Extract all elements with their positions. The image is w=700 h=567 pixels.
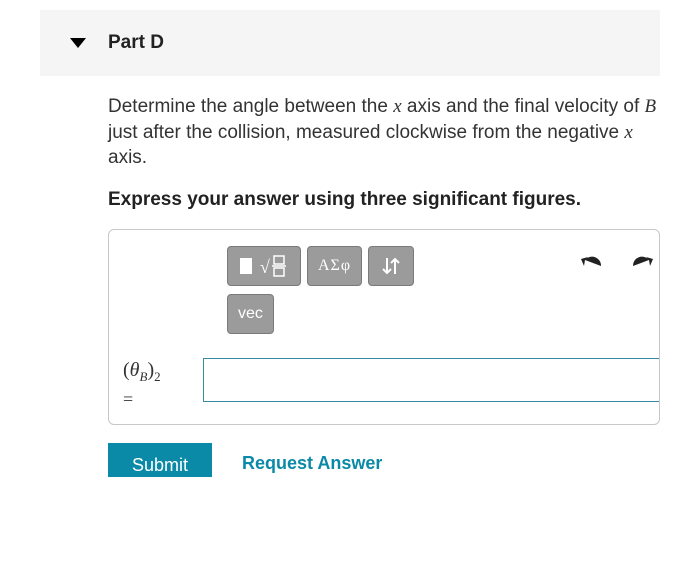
- redo-icon: [629, 252, 655, 274]
- answer-label: (θB)2 =: [123, 358, 203, 410]
- undo-redo-group: [579, 252, 655, 279]
- collapse-caret-icon: [70, 38, 86, 48]
- svg-text:√: √: [260, 257, 270, 277]
- undo-button[interactable]: [579, 252, 605, 279]
- undo-icon: [579, 252, 605, 274]
- redo-button[interactable]: [629, 252, 655, 279]
- vec-row: vec: [227, 294, 645, 334]
- var-x-2: x: [624, 122, 632, 143]
- request-answer-link[interactable]: Request Answer: [242, 443, 382, 477]
- question-text-pre: Determine the angle between the: [108, 96, 393, 117]
- lhs-theta: θ: [130, 359, 140, 381]
- part-header[interactable]: Part D: [40, 10, 660, 76]
- lhs-sub-2: 2: [154, 369, 161, 384]
- question-text-mid1: axis and the final velocity of: [402, 96, 645, 117]
- part-title: Part D: [108, 32, 164, 54]
- answer-input[interactable]: [203, 358, 660, 402]
- lhs-open: (: [123, 359, 130, 381]
- toolbar: √ ΑΣφ: [227, 246, 645, 286]
- submit-button[interactable]: Submit: [108, 443, 212, 477]
- question-text-post: axis.: [108, 147, 147, 168]
- question-text-mid2: just after the collision, measured clock…: [108, 122, 624, 143]
- greek-tool-button[interactable]: ΑΣφ: [307, 246, 362, 286]
- actions-row: Submit Request Answer: [108, 443, 660, 477]
- template-icon: √: [238, 254, 290, 278]
- answer-input-box: √ ΑΣφ: [108, 229, 660, 425]
- template-tool-button[interactable]: √: [227, 246, 301, 286]
- var-B: B: [645, 96, 657, 117]
- instruction-text: Express your answer using three signific…: [108, 189, 660, 211]
- content-area: Determine the angle between the x axis a…: [0, 76, 700, 477]
- var-x-1: x: [393, 96, 401, 117]
- updown-tool-button[interactable]: [368, 246, 414, 286]
- lhs-eq: =: [123, 389, 203, 411]
- updown-arrows-icon: [379, 255, 403, 277]
- question-text: Determine the angle between the x axis a…: [108, 94, 660, 171]
- answer-row: (θB)2 =: [123, 358, 645, 410]
- vec-tool-button[interactable]: vec: [227, 294, 274, 334]
